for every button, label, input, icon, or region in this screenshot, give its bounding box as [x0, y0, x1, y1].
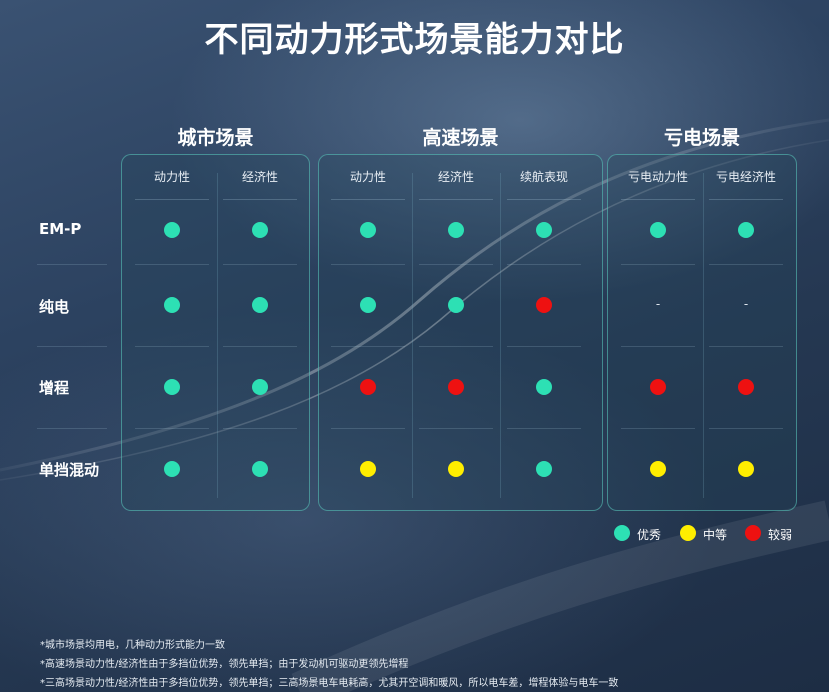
- row-divider: [419, 428, 493, 429]
- group-title-low-battery: 亏电场景: [663, 127, 740, 149]
- panel-low-battery: [607, 154, 797, 511]
- row-divider: [135, 346, 209, 347]
- group-title-city: 城市场景: [177, 127, 254, 149]
- rating-dot-good: [536, 461, 552, 477]
- rating-dot-good: [536, 379, 552, 395]
- row-divider: [331, 264, 405, 265]
- legend-weak-label: 较弱: [768, 528, 793, 542]
- rating-unavailable: -: [743, 297, 749, 311]
- rating-dot-good: [650, 222, 666, 238]
- row-divider: [223, 346, 297, 347]
- header-divider: [709, 199, 783, 200]
- rating-unavailable: -: [655, 297, 661, 311]
- column-header: 续航表现: [519, 170, 568, 184]
- rating-dot-good: [448, 297, 464, 313]
- rating-dot-medium: [738, 461, 754, 477]
- legend-medium-label: 中等: [703, 528, 728, 542]
- rating-dot-good: [164, 222, 180, 238]
- row-divider: [507, 264, 581, 265]
- row-divider: [37, 264, 107, 265]
- rating-dot-good: [360, 222, 376, 238]
- rating-dot-good: [448, 222, 464, 238]
- legend-medium-dot: [680, 525, 696, 541]
- column-header: 动力性: [153, 170, 190, 184]
- rating-dot-good: [252, 222, 268, 238]
- footnote-1: *城市场景均用电，几种动力形式能力一致: [40, 640, 225, 651]
- row-divider: [331, 346, 405, 347]
- rating-dot-good: [252, 297, 268, 313]
- column-header: 亏电动力性: [627, 170, 688, 184]
- row-label-em-p: EM-P: [39, 220, 82, 238]
- row-divider: [223, 428, 297, 429]
- row-divider: [709, 346, 783, 347]
- header-divider: [331, 199, 405, 200]
- row-divider: [223, 264, 297, 265]
- row-divider: [507, 428, 581, 429]
- legend-good-dot: [614, 525, 630, 541]
- rating-dot-good: [164, 379, 180, 395]
- row-divider: [135, 428, 209, 429]
- row-divider: [37, 346, 107, 347]
- header-divider: [223, 199, 297, 200]
- column-header: 动力性: [349, 170, 386, 184]
- header-divider: [507, 199, 581, 200]
- row-label-erev: 增程: [39, 379, 70, 397]
- rating-dot-weak: [738, 379, 754, 395]
- column-header: 亏电经济性: [715, 170, 776, 184]
- row-divider: [507, 346, 581, 347]
- rating-dot-weak: [448, 379, 464, 395]
- row-divider: [37, 428, 107, 429]
- column-divider: [500, 173, 501, 498]
- group-title-highway: 高速场景: [422, 127, 499, 149]
- legend-weak-dot: [745, 525, 761, 541]
- rating-dot-weak: [650, 379, 666, 395]
- rating-dot-good: [738, 222, 754, 238]
- row-divider: [621, 346, 695, 347]
- column-divider: [703, 173, 704, 498]
- page-title: 不同动力形式场景能力对比: [204, 20, 625, 60]
- panel-city: [121, 154, 310, 511]
- row-divider: [331, 428, 405, 429]
- footnote-2: *高速场景动力性/经济性由于多挡位优势，领先单挡；由于发动机可驱动更领先增程: [40, 659, 409, 670]
- row-label-single-gear-hybrid: 单挡混动: [39, 461, 100, 479]
- row-divider: [419, 264, 493, 265]
- column-divider: [412, 173, 413, 498]
- column-header: 经济性: [241, 170, 278, 184]
- header-divider: [135, 199, 209, 200]
- rating-dot-good: [164, 297, 180, 313]
- column-header: 经济性: [437, 170, 474, 184]
- rating-dot-good: [164, 461, 180, 477]
- rating-dot-medium: [650, 461, 666, 477]
- rating-dot-medium: [360, 461, 376, 477]
- legend-good-label: 优秀: [637, 528, 662, 542]
- rating-dot-weak: [360, 379, 376, 395]
- row-divider: [135, 264, 209, 265]
- rating-dot-weak: [536, 297, 552, 313]
- header-divider: [419, 199, 493, 200]
- row-divider: [709, 264, 783, 265]
- row-label-ev: 纯电: [39, 298, 70, 316]
- row-divider: [709, 428, 783, 429]
- row-divider: [621, 264, 695, 265]
- row-divider: [419, 346, 493, 347]
- rating-dot-good: [252, 379, 268, 395]
- column-divider: [217, 173, 218, 498]
- footnote-3: *三高场景动力性/经济性由于多挡位优势，领先单挡；三高场景电车电耗高，尤其开空调…: [40, 678, 619, 689]
- rating-dot-medium: [448, 461, 464, 477]
- header-divider: [621, 199, 695, 200]
- rating-dot-good: [252, 461, 268, 477]
- rating-dot-good: [360, 297, 376, 313]
- row-divider: [621, 428, 695, 429]
- panel-highway: [318, 154, 603, 511]
- rating-dot-good: [536, 222, 552, 238]
